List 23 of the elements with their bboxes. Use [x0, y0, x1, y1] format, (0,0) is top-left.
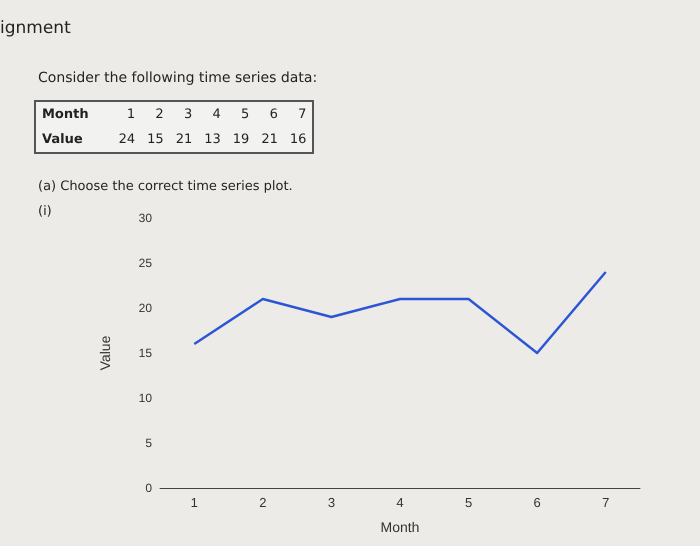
y-tick-label: 25	[138, 256, 152, 270]
x-tick-label: 2	[259, 495, 266, 510]
y-tick-label: 0	[145, 481, 152, 495]
x-tick-label: 7	[602, 495, 610, 510]
text: (a) Choose the correct time series plot.	[38, 179, 293, 194]
y-tick-label: 20	[138, 301, 152, 315]
y-tick-label: 10	[138, 391, 152, 405]
x-tick-label: 3	[328, 495, 336, 510]
line-series	[193, 270, 607, 354]
text: Value 24 15 21 13 19 21 16	[42, 132, 306, 147]
y-tick-label: 15	[138, 346, 152, 360]
x-tick-label: 4	[396, 495, 404, 510]
text: ignment	[0, 18, 71, 38]
x-tick-label: 5	[464, 495, 472, 510]
x-axis-title: Month	[380, 519, 420, 535]
x-tick-label: 1	[190, 495, 198, 510]
x-tick-label: 6	[534, 495, 541, 510]
text: Consider the following time series data:	[38, 70, 318, 86]
text: (i)	[38, 204, 52, 219]
text: Month 1 2 3 4 5 6 7	[42, 107, 306, 122]
y-tick-label: 5	[145, 436, 152, 450]
y-tick-label: 30	[138, 211, 152, 225]
y-axis-title: Value	[97, 335, 113, 370]
